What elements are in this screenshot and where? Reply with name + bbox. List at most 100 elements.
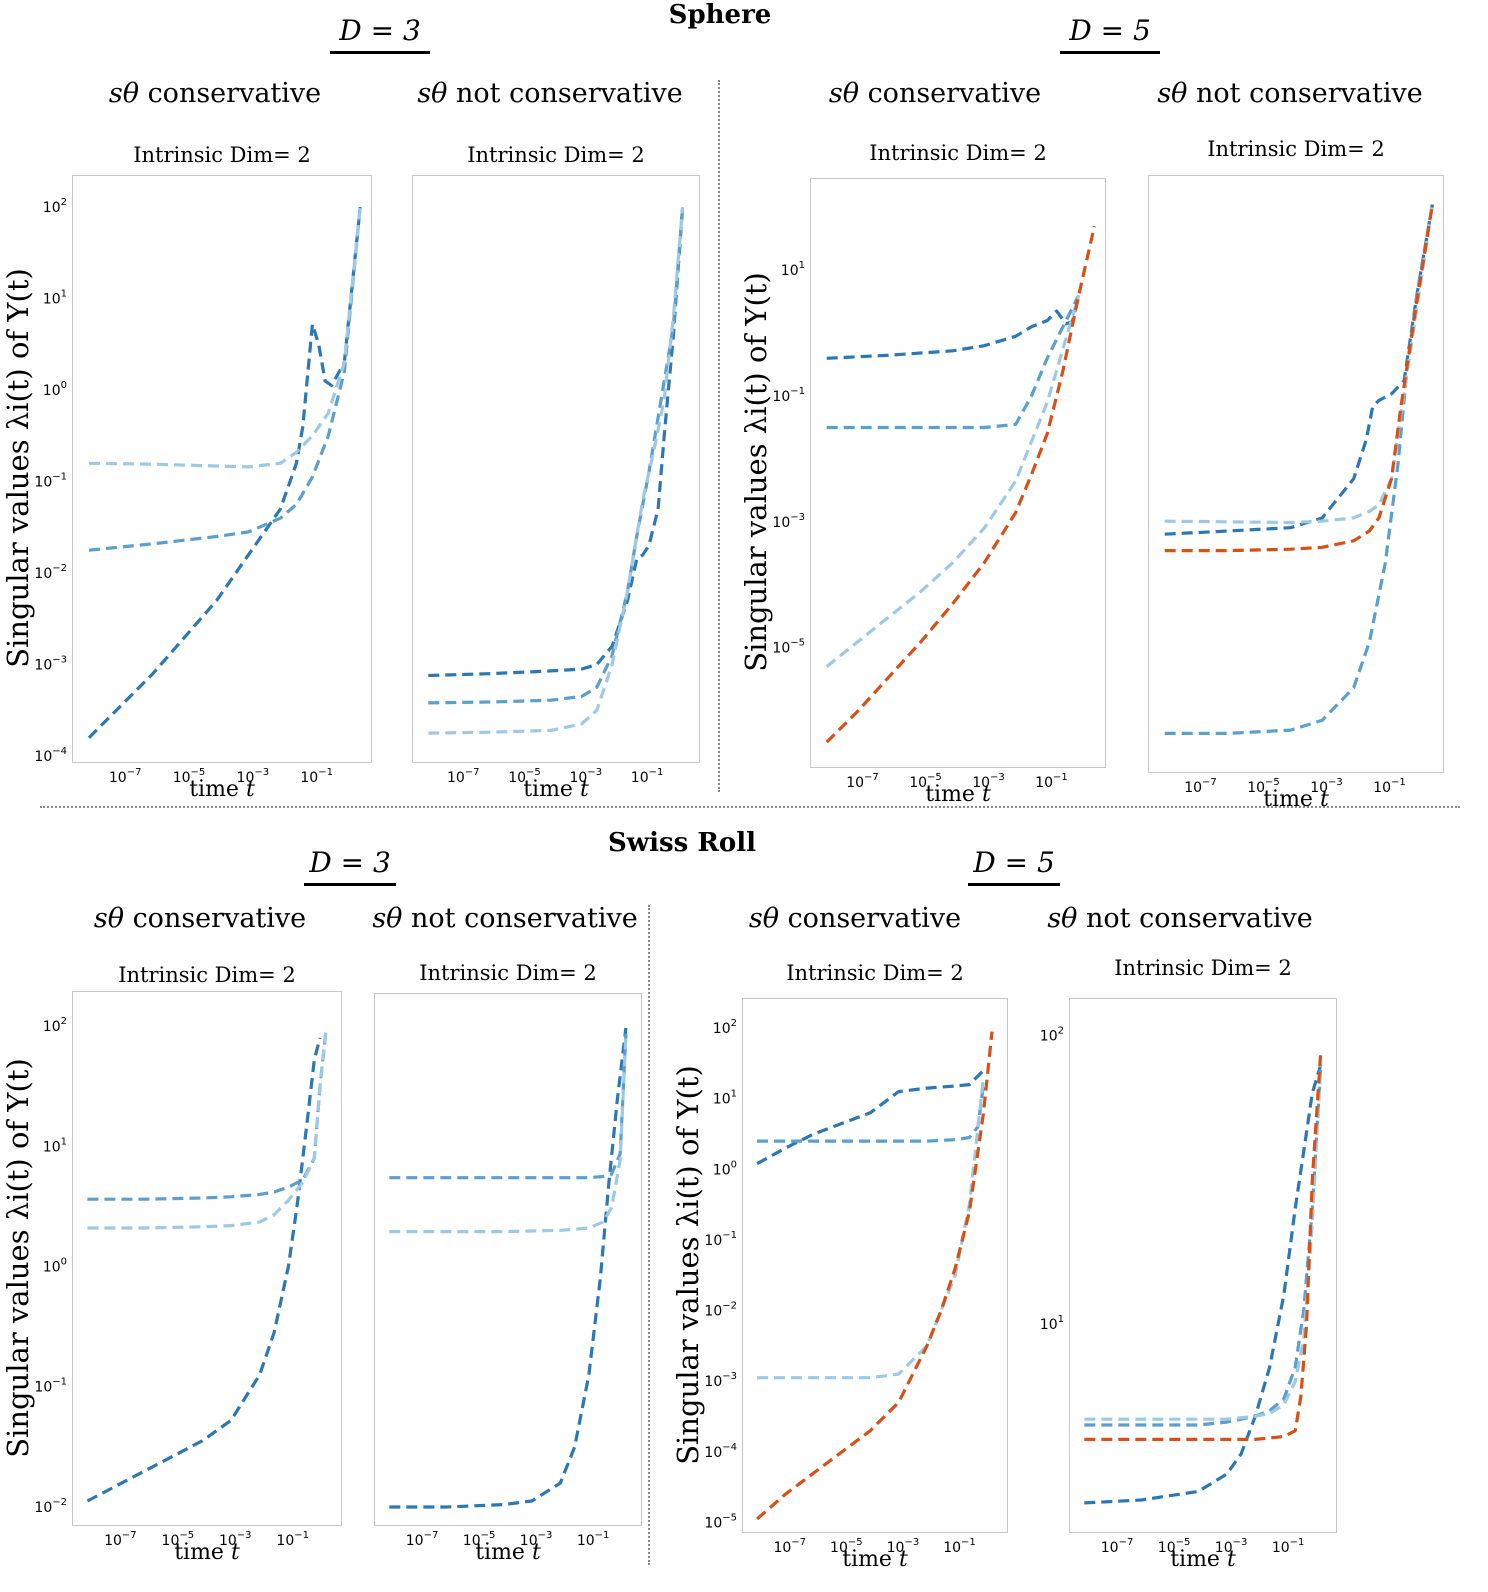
chart-title: Intrinsic Dim= 2	[133, 143, 311, 167]
col-title-text: conservative	[147, 78, 322, 109]
y-tick-label: 101	[713, 1089, 737, 1108]
series-line-λ3	[1084, 1064, 1323, 1421]
series-line-λ2	[826, 294, 1081, 430]
y-axis-title: Singular values λi(t) of Y(t)	[1, 1057, 35, 1458]
swiss-d3-label: D = 3	[304, 846, 396, 886]
y-tick-label: 102	[43, 197, 67, 216]
x-axis-title-var: t	[230, 1540, 240, 1565]
chart-svg: 10−7 10−5 10−3 10−1	[428, 206, 685, 786]
y-tick-label: 10−1	[704, 1230, 737, 1249]
series-line-λ1	[826, 295, 1081, 360]
x-axis-title-text: time	[842, 1547, 899, 1572]
y-tick-label: 10−2	[34, 563, 67, 582]
x-axis-title-text: time	[925, 782, 982, 807]
series-line-λ4	[1164, 204, 1434, 553]
y-tick-label: 101	[43, 1136, 67, 1155]
series-line-λ3	[88, 206, 362, 469]
chart-panel-sphere-d3-cons: 10−7 10−5 10−3 10−1 10−4 10−3 10−2 10−1 100 101 10…	[34, 175, 372, 786]
series-line-λ2	[1084, 1064, 1323, 1427]
chart-title: Intrinsic Dim= 2	[869, 141, 1047, 165]
s-theta-symbol: sθ	[748, 903, 779, 934]
y-tick-label: 102	[43, 1016, 67, 1035]
chart-svg: 10−7 10−5 10−3 10−110−410−310−210−110010110…	[34, 197, 362, 786]
x-axis-title: time t	[742, 1547, 1008, 1572]
sphere-divider	[718, 80, 720, 792]
series-line-λ4	[825, 225, 1096, 744]
y-tick-label: 10−3	[704, 1371, 737, 1390]
chart-svg: 10−7 10−5 10−3 10−1	[389, 1027, 628, 1549]
x-axis-title-text: time	[1263, 787, 1320, 812]
y-tick-label: 101	[1040, 1314, 1064, 1333]
col-title-sphere-d5-cons: sθ conservative	[790, 78, 1080, 109]
col-title-text: not conservative	[456, 78, 683, 109]
x-axis-title-var: t	[1319, 787, 1329, 812]
chart-svg: 10−7 10−5 10−3 10−1	[1164, 204, 1434, 796]
sphere-d5-label: D = 5	[1060, 14, 1160, 54]
y-tick-label: 101	[43, 289, 67, 308]
chart-title: Intrinsic Dim= 2	[118, 963, 296, 987]
s-theta-symbol: sθ	[108, 78, 139, 109]
col-title-text: conservative	[132, 903, 307, 934]
series-line-λ1	[428, 206, 685, 678]
col-title-swiss-d5-cons: sθ conservative	[720, 903, 990, 934]
x-axis-title-var: t	[531, 1540, 541, 1565]
series-line-λ2	[88, 206, 362, 552]
col-title-text: not conservative	[1086, 903, 1313, 934]
y-tick-label: 10−3	[772, 512, 805, 531]
chart-svg: 10−7 10−5 10−3 10−110−510−410−310−210−11001…	[704, 1018, 994, 1556]
chart-panel-sphere-d5-cons: 10−7 10−5 10−3 10−1 10−5 10−3 10−1 101	[772, 178, 1106, 791]
col-title-text: not conservative	[411, 903, 638, 934]
x-axis-title-text: time	[475, 1540, 532, 1565]
y-axis-title: Singular values λi(t) of Y(t)	[671, 1064, 705, 1465]
x-axis-title: time t	[72, 1540, 342, 1565]
series-line-λ1	[86, 1037, 322, 1503]
y-tick-label: 10−5	[772, 638, 805, 657]
chart-panel-swiss-d5-cons: 10−7 10−5 10−3 10−1 10−5 10−4 10−3 10−2 10−1 100 1…	[704, 998, 1008, 1556]
y-tick-label: 100	[43, 380, 67, 399]
x-axis-title: time t	[374, 1540, 642, 1565]
chart-panel-sphere-d5-noncons: 10−7 10−5 10−3 10−1	[1148, 175, 1444, 796]
col-title-text: conservative	[867, 78, 1042, 109]
chart-title: Intrinsic Dim= 2	[419, 961, 597, 985]
series-line-λ2	[87, 1031, 328, 1201]
chart-title: Intrinsic Dim= 2	[1207, 137, 1385, 161]
y-tick-label: 10−3	[34, 655, 67, 674]
swiss-section-title: Swiss Roll	[607, 828, 757, 858]
s-theta-symbol: sθ	[372, 903, 403, 934]
col-title-text: not conservative	[1196, 78, 1423, 109]
y-axis-title: Singular values λi(t) of Y(t)	[739, 272, 773, 672]
series-line-λ3	[1164, 204, 1434, 525]
series-line-λ2	[389, 1033, 628, 1180]
x-axis-title-var: t	[579, 777, 589, 802]
y-tick-label: 10−4	[704, 1442, 737, 1461]
y-tick-label: 10−2	[34, 1497, 67, 1516]
series-line-λ2	[428, 206, 685, 705]
series-line-λ1	[1084, 1063, 1323, 1505]
x-axis-title-var: t	[245, 777, 255, 802]
series-line-λ1	[756, 1069, 985, 1166]
x-axis-title-var: t	[1226, 1547, 1236, 1572]
s-theta-symbol: sθ	[828, 78, 859, 109]
chart-panel-sphere-d3-noncons: 10−7 10−5 10−3 10−1	[412, 175, 700, 786]
col-title-sphere-d3-cons: sθ conservative	[60, 78, 370, 109]
x-axis-title-var: t	[898, 1547, 908, 1572]
chart-title: Intrinsic Dim= 2	[467, 143, 645, 167]
series-line-λ3	[757, 1077, 986, 1380]
s-theta-symbol: sθ	[93, 903, 124, 934]
x-axis-title-var: t	[981, 782, 991, 807]
chart-panel-swiss-d3-cons: 10−7 10−5 10−3 10−1 10−2 10−1 100 101 102	[34, 991, 342, 1549]
chart-panel-swiss-d3-noncons: 10−7 10−5 10−3 10−1	[374, 993, 642, 1549]
col-title-swiss-d5-noncons: sθ not conservative	[1040, 903, 1320, 934]
col-title-sphere-d5-noncons: sθ not conservative	[1140, 78, 1440, 109]
series-line-λ3	[428, 206, 685, 735]
chart-title: Intrinsic Dim= 2	[1114, 956, 1292, 980]
col-title-swiss-d3-cons: sθ conservative	[60, 903, 340, 934]
section-divider	[40, 806, 1460, 808]
s-theta-symbol: sθ	[1047, 903, 1078, 934]
swiss-d5-label: D = 5	[968, 846, 1060, 886]
series-line-λ4	[1084, 1049, 1323, 1441]
series-line-λ2	[757, 1084, 986, 1143]
y-tick-label: 100	[43, 1257, 67, 1276]
